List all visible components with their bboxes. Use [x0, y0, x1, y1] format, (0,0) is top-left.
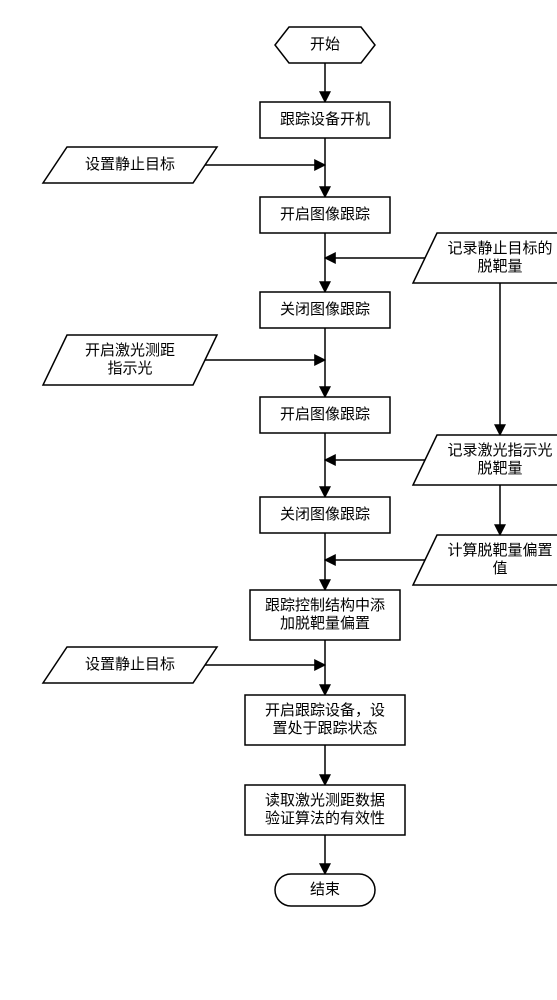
node-start: 开始 — [275, 27, 375, 63]
node-open_track2: 开启图像跟踪 — [260, 397, 390, 433]
node-label: 记录激光指示光 — [447, 442, 552, 459]
node-add_offset: 跟踪控制结构中添加脱靶量偏置 — [250, 590, 400, 640]
node-label: 开启跟踪设备，设 — [265, 702, 385, 719]
node-label: 读取激光测距数据 — [265, 792, 385, 809]
node-label: 开启激光测距 — [85, 342, 175, 359]
node-label: 开启图像跟踪 — [280, 206, 370, 223]
node-label: 开启图像跟踪 — [280, 406, 370, 423]
node-label: 关闭图像跟踪 — [280, 506, 370, 523]
node-close_track2: 关闭图像跟踪 — [260, 497, 390, 533]
node-label: 记录静止目标的 — [447, 240, 552, 257]
node-open_track1: 开启图像跟踪 — [260, 197, 390, 233]
node-power_on: 跟踪设备开机 — [260, 102, 390, 138]
node-read_verify: 读取激光测距数据验证算法的有效性 — [245, 785, 405, 835]
node-set_target1: 设置静止目标 — [43, 147, 217, 183]
node-label: 指示光 — [107, 360, 152, 377]
node-end: 结束 — [275, 874, 375, 906]
flowchart-canvas: 开始跟踪设备开机设置静止目标开启图像跟踪记录静止目标的脱靶量关闭图像跟踪开启激光… — [0, 0, 557, 1000]
node-open_laser: 开启激光测距指示光 — [43, 335, 217, 385]
node-label: 值 — [492, 560, 507, 577]
node-label: 验证算法的有效性 — [265, 809, 385, 827]
node-label: 脱靶量 — [477, 258, 522, 275]
node-rec_static: 记录静止目标的脱靶量 — [413, 233, 557, 283]
node-label: 加脱靶量偏置 — [280, 615, 370, 632]
node-rec_laser: 记录激光指示光脱靶量 — [413, 435, 557, 485]
node-label: 设置静止目标 — [85, 156, 175, 173]
node-label: 开始 — [310, 36, 340, 53]
node-label: 结束 — [310, 881, 340, 898]
node-label: 设置静止目标 — [85, 656, 175, 673]
node-label: 计算脱靶量偏置 — [447, 541, 552, 559]
node-start_track_state: 开启跟踪设备，设置处于跟踪状态 — [245, 695, 405, 745]
node-set_target2: 设置静止目标 — [43, 647, 217, 683]
node-label: 跟踪设备开机 — [280, 111, 370, 128]
node-close_track1: 关闭图像跟踪 — [260, 292, 390, 328]
node-label: 脱靶量 — [477, 460, 522, 477]
node-label: 关闭图像跟踪 — [280, 301, 370, 318]
node-label: 置处于跟踪状态 — [272, 720, 377, 737]
node-calc_offset: 计算脱靶量偏置值 — [413, 535, 557, 585]
node-label: 跟踪控制结构中添 — [265, 597, 385, 614]
